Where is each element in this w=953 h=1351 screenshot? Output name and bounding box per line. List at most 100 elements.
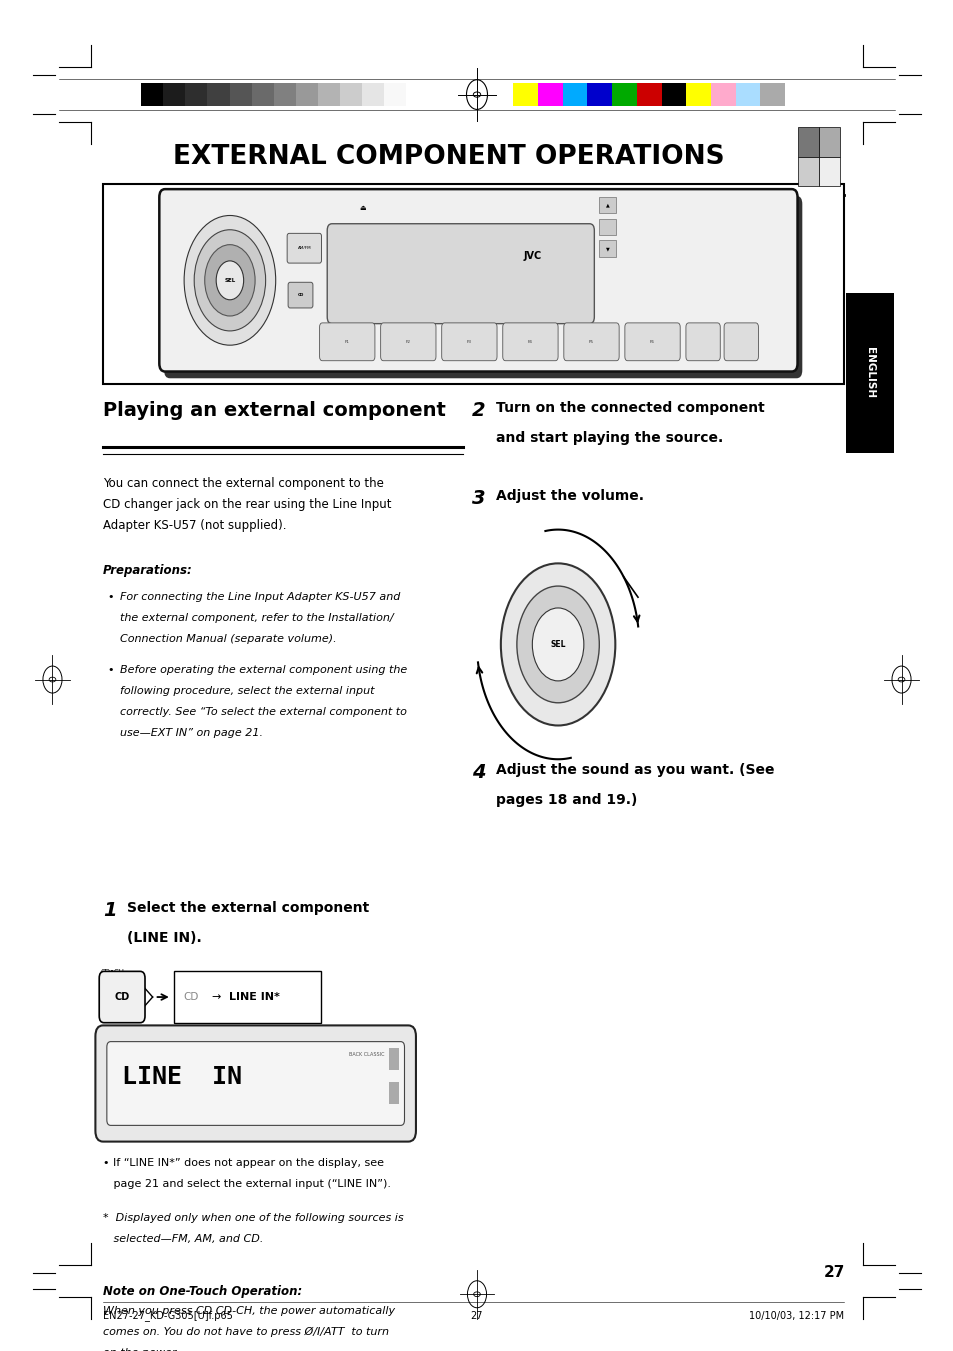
Text: BACK CLASSIC: BACK CLASSIC <box>349 1052 384 1058</box>
Text: •: • <box>108 592 114 601</box>
Text: 10/10/03, 12:17 PM: 10/10/03, 12:17 PM <box>748 1310 843 1321</box>
Text: CD: CD <box>183 992 198 1002</box>
Text: the external component, refer to the Installation/: the external component, refer to the Ins… <box>120 613 394 623</box>
FancyBboxPatch shape <box>288 282 313 308</box>
FancyBboxPatch shape <box>95 1025 416 1142</box>
Bar <box>141 84 163 107</box>
Bar <box>637 84 660 107</box>
Bar <box>818 157 839 186</box>
FancyBboxPatch shape <box>441 323 497 361</box>
Text: →: → <box>212 992 221 1002</box>
Text: 2: 2 <box>472 401 485 420</box>
Text: ▼: ▼ <box>605 246 609 251</box>
Text: •: • <box>108 666 114 676</box>
Text: CD: CD <box>297 293 303 297</box>
Bar <box>587 84 612 107</box>
Text: and start playing the source.: and start playing the source. <box>496 431 722 444</box>
Circle shape <box>532 608 583 681</box>
Bar <box>685 84 710 107</box>
Text: CD: CD <box>114 992 130 1002</box>
Text: ▲: ▲ <box>605 203 609 208</box>
FancyBboxPatch shape <box>159 189 797 372</box>
Bar <box>389 1082 398 1104</box>
Text: (LINE IN).: (LINE IN). <box>127 931 201 944</box>
FancyBboxPatch shape <box>164 196 801 378</box>
Text: JVC: JVC <box>523 251 541 261</box>
Text: Adjust the sound as you want. (See: Adjust the sound as you want. (See <box>496 763 774 777</box>
Text: SEL: SEL <box>550 640 565 648</box>
Bar <box>208 84 230 107</box>
Text: 3: 3 <box>472 489 485 508</box>
Bar <box>797 157 818 186</box>
Bar <box>163 84 185 107</box>
Text: pages 18 and 19.): pages 18 and 19.) <box>496 793 637 807</box>
Bar <box>612 84 637 107</box>
Bar <box>317 84 340 107</box>
FancyBboxPatch shape <box>107 1042 404 1125</box>
Text: CD changer jack on the rear using the Line Input: CD changer jack on the rear using the Li… <box>103 499 391 511</box>
FancyBboxPatch shape <box>380 323 436 361</box>
Text: EXTERNAL COMPONENT OPERATIONS: EXTERNAL COMPONENT OPERATIONS <box>172 143 723 170</box>
Text: F5: F5 <box>588 340 594 343</box>
Text: correctly. See “To select the external component to: correctly. See “To select the external c… <box>120 708 407 717</box>
Bar <box>598 240 616 257</box>
Bar <box>735 84 760 107</box>
Text: Connection Manual (separate volume).: Connection Manual (separate volume). <box>120 634 336 643</box>
Bar <box>537 84 562 107</box>
Text: 27: 27 <box>823 1265 844 1281</box>
Circle shape <box>216 261 243 300</box>
Bar <box>797 127 818 157</box>
Circle shape <box>205 245 254 316</box>
Text: 27: 27 <box>470 1310 483 1321</box>
Circle shape <box>517 586 598 703</box>
Text: SEL: SEL <box>224 278 235 282</box>
Text: on the power.: on the power. <box>103 1347 179 1351</box>
Text: You can connect the external component to the: You can connect the external component t… <box>103 477 383 490</box>
Text: use—EXT IN” on page 21.: use—EXT IN” on page 21. <box>120 728 263 738</box>
Bar <box>562 84 587 107</box>
Bar <box>818 127 839 157</box>
Text: Note on One-Touch Operation:: Note on One-Touch Operation: <box>103 1285 302 1298</box>
Text: selected—FM, AM, and CD.: selected—FM, AM, and CD. <box>103 1235 263 1244</box>
FancyBboxPatch shape <box>685 323 720 361</box>
Text: F4: F4 <box>527 340 533 343</box>
FancyBboxPatch shape <box>723 323 758 361</box>
Text: Turn on the connected component: Turn on the connected component <box>496 401 764 415</box>
Text: • If “LINE IN*” does not appear on the display, see: • If “LINE IN*” does not appear on the d… <box>103 1158 384 1167</box>
Bar <box>710 84 735 107</box>
Bar <box>389 1048 398 1070</box>
Text: page 21 and select the external input (“LINE IN”).: page 21 and select the external input (“… <box>103 1178 391 1189</box>
Bar <box>185 84 208 107</box>
Circle shape <box>194 230 265 331</box>
FancyBboxPatch shape <box>99 971 145 1023</box>
Text: When you press CD CD-CH, the power automatically: When you press CD CD-CH, the power autom… <box>103 1305 395 1316</box>
Text: Playing an external component: Playing an external component <box>103 401 445 420</box>
Text: comes on. You do not have to press Ø/I/ATT  to turn: comes on. You do not have to press Ø/I/A… <box>103 1327 389 1337</box>
Text: Adjust the volume.: Adjust the volume. <box>496 489 643 503</box>
FancyBboxPatch shape <box>319 323 375 361</box>
FancyBboxPatch shape <box>502 323 558 361</box>
FancyBboxPatch shape <box>327 224 594 324</box>
Text: following procedure, select the external input: following procedure, select the external… <box>120 686 375 696</box>
Bar <box>173 971 321 1023</box>
Text: *  Displayed only when one of the following sources is: * Displayed only when one of the followi… <box>103 1213 403 1223</box>
Bar <box>660 84 685 107</box>
Text: F1: F1 <box>344 340 350 343</box>
Text: 4: 4 <box>472 763 485 782</box>
FancyBboxPatch shape <box>563 323 618 361</box>
Text: EN27-27_KD-G305[U]f.p65: EN27-27_KD-G305[U]f.p65 <box>103 1310 233 1321</box>
Text: ENGLISH: ENGLISH <box>864 347 874 399</box>
Text: Before operating the external component using the: Before operating the external component … <box>120 666 407 676</box>
Text: Select the external component: Select the external component <box>127 901 369 915</box>
Bar <box>845 293 893 453</box>
Text: F6: F6 <box>649 340 655 343</box>
Text: Adapter KS-U57 (not supplied).: Adapter KS-U57 (not supplied). <box>103 519 286 532</box>
Text: F2: F2 <box>405 340 411 343</box>
Text: 1: 1 <box>103 901 116 920</box>
Text: For connecting the Line Input Adapter KS-U57 and: For connecting the Line Input Adapter KS… <box>120 592 400 601</box>
Text: CD•CH: CD•CH <box>100 970 125 975</box>
Circle shape <box>500 563 615 725</box>
Bar <box>384 84 406 107</box>
Bar <box>362 84 384 107</box>
Bar <box>103 184 843 384</box>
